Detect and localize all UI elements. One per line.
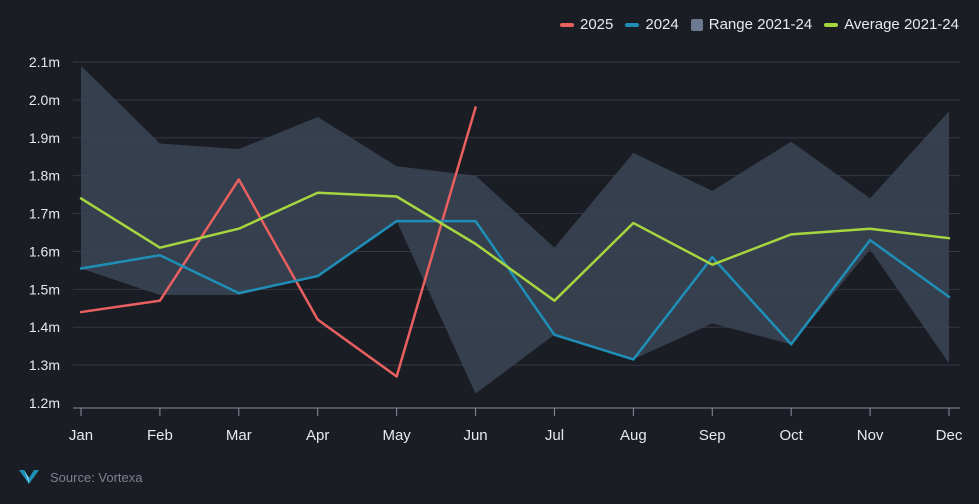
x-tick-label: Dec — [936, 427, 963, 444]
range-band-area — [81, 65, 949, 394]
x-tick-label: Jun — [463, 427, 487, 444]
y-tick-label: 1.9m — [29, 130, 60, 146]
y-tick-label: 1.4m — [29, 319, 60, 335]
data-point-2025 — [394, 374, 399, 379]
y-tick-label: 1.8m — [29, 168, 60, 184]
x-tick-label: Jan — [69, 427, 93, 444]
series-line-2025 — [79, 106, 477, 378]
data-point-average-2021-24 — [79, 196, 84, 201]
data-point-average-2021-24 — [789, 232, 794, 237]
data-point-average-2021-24 — [157, 245, 162, 250]
data-point-average-2021-24 — [394, 194, 399, 199]
data-point-average-2021-24 — [473, 241, 478, 246]
x-tick-label: Oct — [780, 427, 804, 444]
data-point-average-2021-24 — [315, 190, 320, 195]
data-point-average-2021-24 — [710, 262, 715, 267]
data-point-average-2021-24 — [552, 298, 557, 303]
y-tick-label: 1.6m — [29, 243, 60, 259]
data-point-2024 — [157, 253, 162, 258]
data-point-2024 — [789, 342, 794, 347]
data-point-2025 — [236, 177, 241, 182]
data-point-2024 — [236, 291, 241, 296]
data-point-2024 — [394, 219, 399, 224]
data-point-2025 — [473, 105, 478, 110]
legend-marker-average — [824, 22, 839, 27]
x-tick-label: Jul — [545, 427, 564, 444]
legend-label-2025: 2025 — [580, 16, 614, 33]
data-point-average-2021-24 — [631, 221, 636, 226]
source-text: Source: Vortexa — [50, 469, 143, 485]
x-tick-label: Apr — [306, 427, 329, 444]
y-tick-label: 2.0m — [29, 92, 60, 108]
data-point-average-2021-24 — [947, 236, 952, 241]
range-band-layer — [81, 65, 949, 394]
x-tick-label: Feb — [147, 427, 173, 444]
data-point-average-2021-24 — [868, 226, 873, 231]
legend-item-range[interactable]: Range 2021-24 — [690, 16, 813, 33]
axes: 1.2m 1.3m 1.4m 1.5m 1.6m 1.7m 1.8m 1.9m 2.0m 2.1m… — [29, 54, 963, 444]
legend-marker-range — [690, 18, 703, 31]
data-point-2025 — [79, 310, 84, 315]
y-tick-label: 1.3m — [29, 357, 60, 373]
source-note: Source: Vortexa — [18, 468, 143, 486]
legend-label-range: Range 2021-24 — [708, 16, 813, 33]
data-point-2024 — [473, 219, 478, 224]
data-point-2024 — [868, 238, 873, 243]
series-line-2024 — [79, 219, 951, 361]
legend-item-average[interactable]: Average 2021-24 — [824, 16, 959, 33]
data-point-average-2021-24 — [236, 226, 241, 231]
series-line-average-2021-24 — [79, 191, 951, 302]
x-tick-label: Mar — [226, 427, 252, 444]
legend-item-2024[interactable]: 2024 — [625, 16, 679, 33]
x-tick-label: Aug — [620, 427, 647, 444]
legend-label-average: Average 2021-24 — [844, 16, 959, 33]
data-point-2024 — [79, 266, 84, 271]
y-tick-label: 1.7m — [29, 206, 60, 222]
x-tick-label: Nov — [857, 427, 884, 444]
y-tick-label: 1.5m — [29, 281, 60, 297]
legend: 2025 2024 Range 2021-24 Average 2021-24 — [560, 16, 959, 33]
data-point-2024 — [947, 294, 952, 299]
data-point-2025 — [157, 298, 162, 303]
legend-item-2025[interactable]: 2025 — [560, 16, 613, 33]
data-point-2024 — [315, 274, 320, 279]
legend-marker-2025 — [560, 22, 574, 27]
data-point-2024 — [631, 357, 636, 362]
data-point-2024 — [710, 255, 715, 260]
y-tick-label: 2.1m — [29, 54, 60, 70]
legend-marker-2024 — [625, 22, 640, 27]
x-tick-label: May — [382, 427, 411, 444]
data-point-2025 — [315, 317, 320, 322]
data-point-2024 — [552, 332, 557, 337]
x-tick-label: Sep — [699, 427, 726, 444]
legend-label-2024: 2024 — [645, 16, 679, 33]
series-lines — [79, 105, 952, 379]
y-tick-label: 1.2m — [29, 395, 60, 411]
vortexa-logo-icon — [19, 470, 39, 484]
